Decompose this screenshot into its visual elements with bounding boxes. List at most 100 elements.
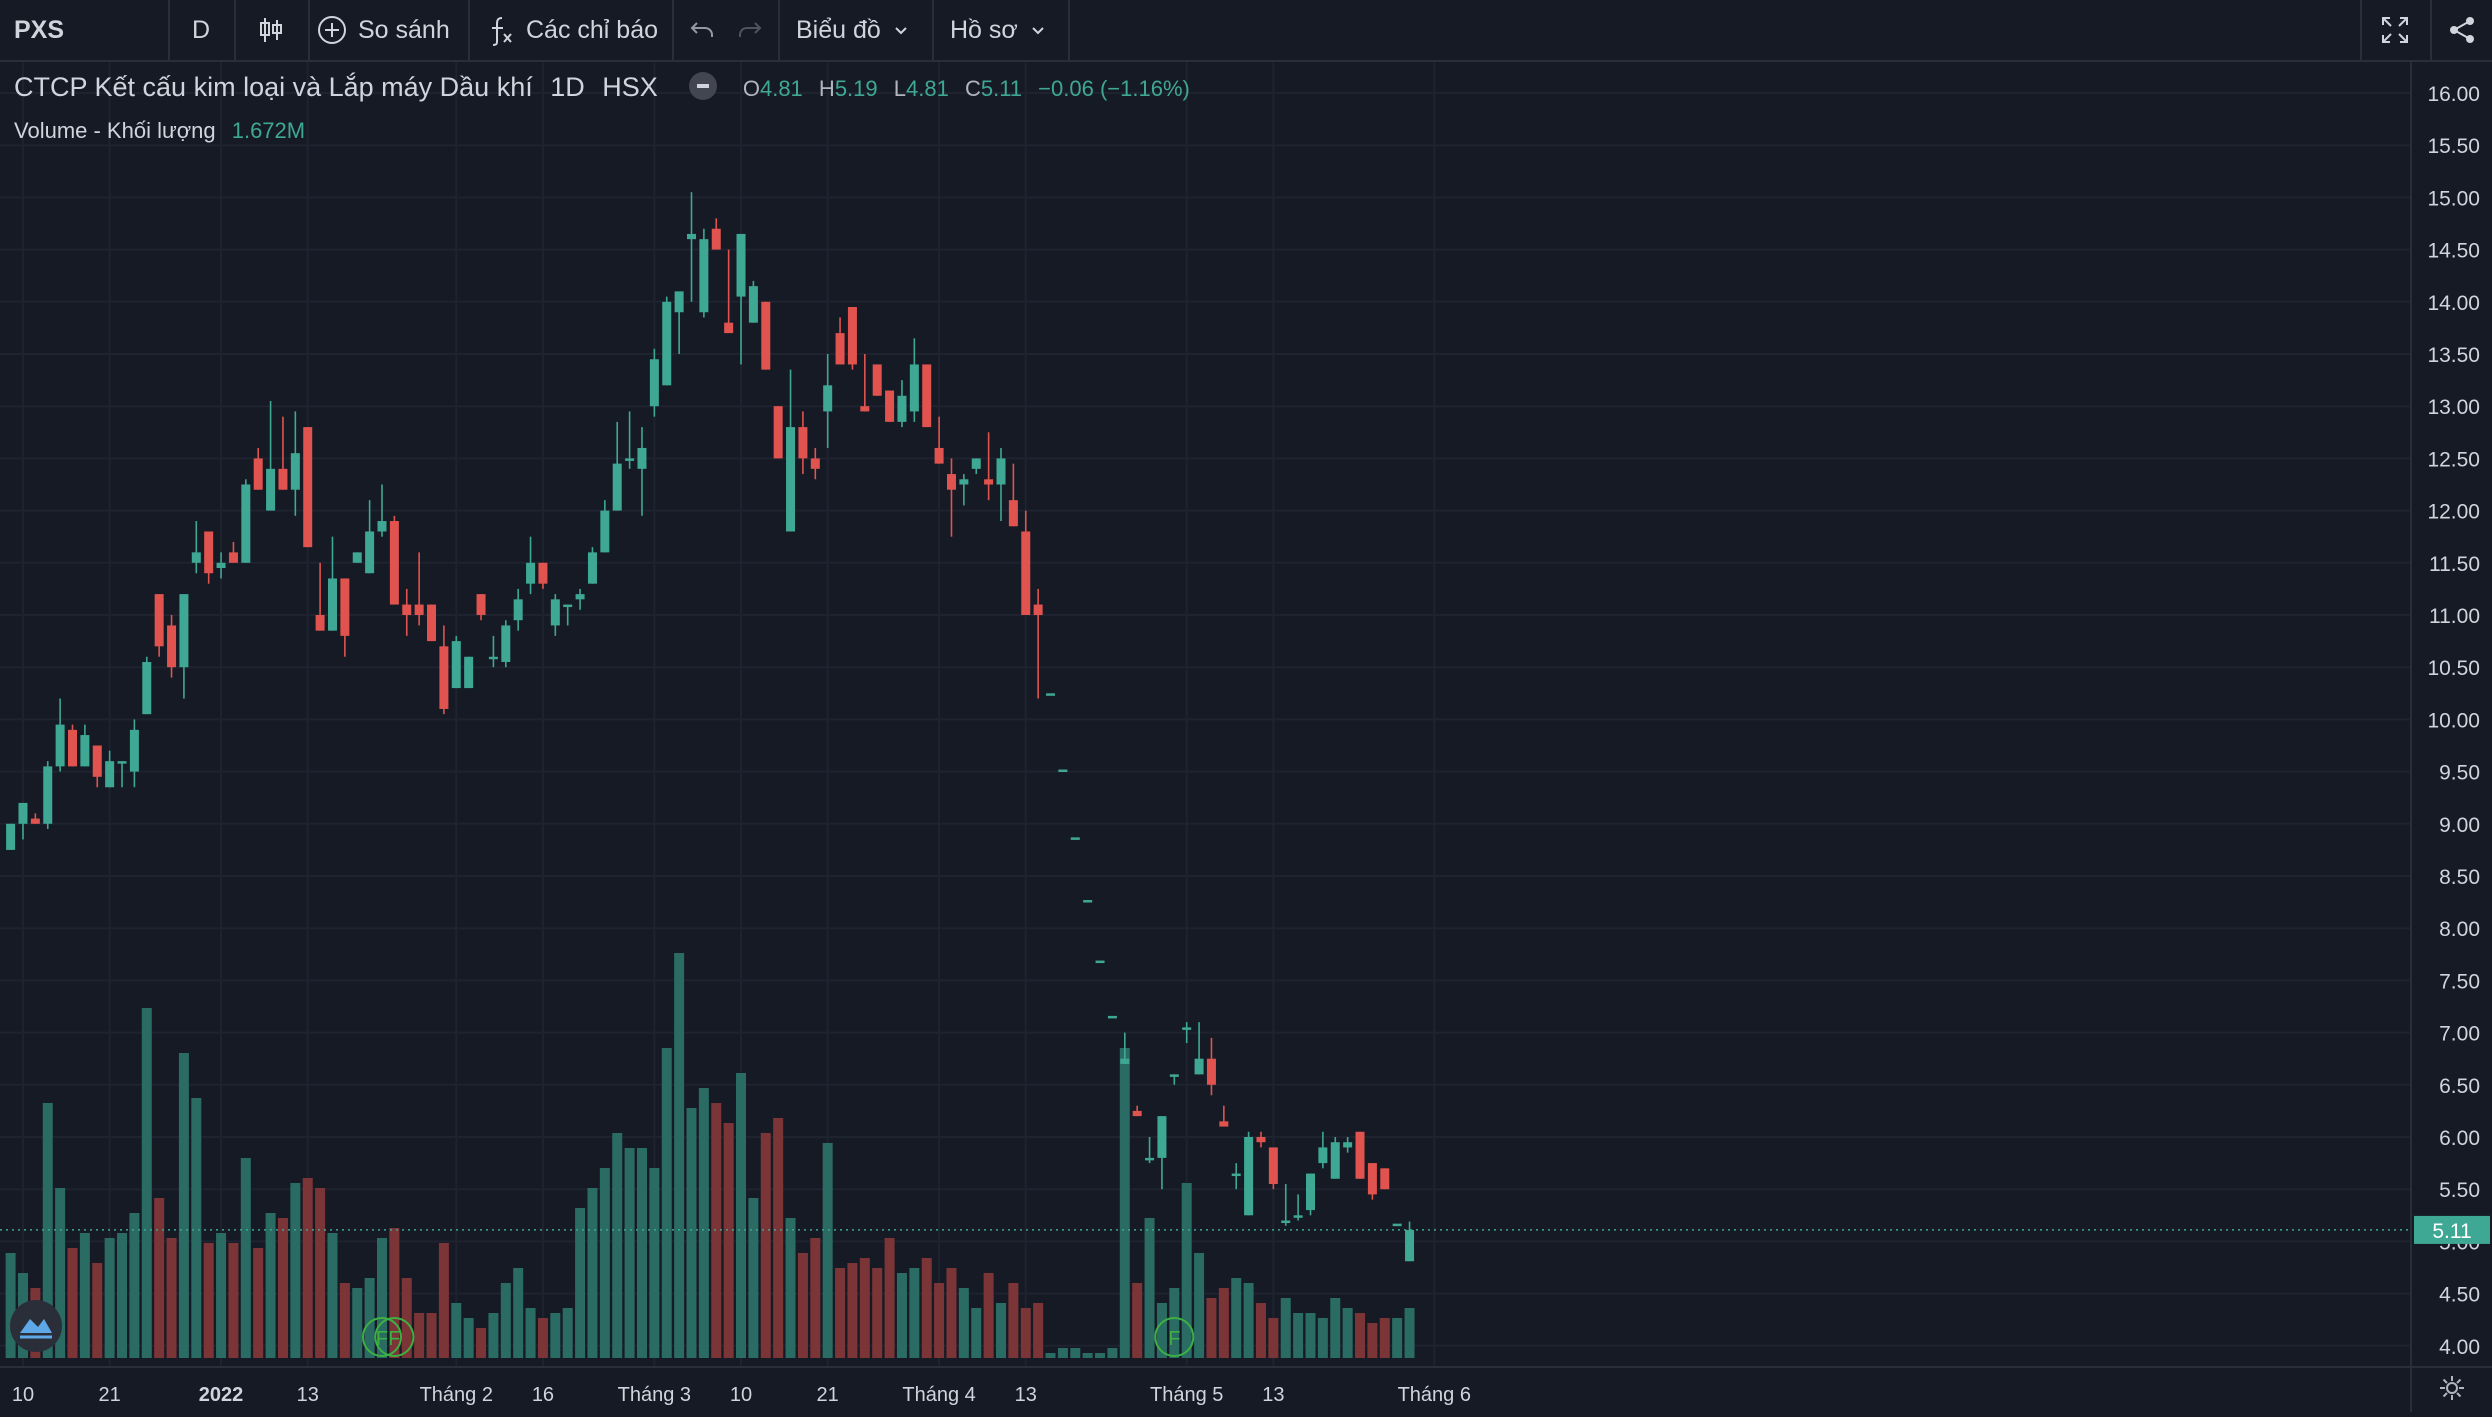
candle-body (1194, 1058, 1204, 1075)
legend-toggle-button[interactable] (689, 72, 718, 100)
candle-body (575, 594, 585, 600)
candle-body (625, 458, 635, 461)
event-flag-icon: F (362, 1317, 402, 1357)
candle-body (810, 458, 820, 469)
event-marker-label: F (376, 1328, 388, 1350)
volume-bar (426, 1313, 437, 1358)
undo-button[interactable] (682, 0, 722, 60)
redo-button[interactable] (730, 0, 770, 60)
candle-body (340, 578, 350, 636)
volume-bar (1156, 1303, 1167, 1358)
volume-bar (1033, 1303, 1044, 1358)
volume-bar (1317, 1318, 1328, 1358)
profile-menu-label: Hồ sơ (950, 15, 1018, 44)
candle-body (68, 729, 77, 767)
interval-button[interactable]: D (170, 0, 232, 60)
candle-body (241, 484, 251, 563)
chart-settings-button[interactable] (2410, 1366, 2492, 1412)
candle-body (526, 562, 536, 584)
candle-body (1256, 1137, 1266, 1143)
volume-bar (253, 1248, 264, 1358)
candle-body (18, 802, 28, 824)
candle-body (1182, 1027, 1192, 1030)
indicators-label: Các chỉ báo (526, 15, 659, 44)
volume-bar (698, 1088, 709, 1358)
volume-bar (1218, 1288, 1229, 1358)
event-flag-icon: F (1154, 1317, 1195, 1357)
candle-body (278, 468, 288, 490)
volume-value: 1.672M (231, 118, 306, 143)
price-axis[interactable]: 16.00 15.50 15.00 14.50 14.00 13.50 13.00 12.50… (2410, 62, 2492, 1366)
volume-bar (1268, 1318, 1279, 1358)
candle-body (216, 562, 226, 569)
chart-style-button[interactable] (236, 0, 306, 60)
candle-body (600, 510, 610, 553)
toolbar-divider (2430, 0, 2432, 60)
candle-body (823, 385, 833, 412)
legend-title: CTCP Kết cấu kim loại và Lắp máy Dầu khí (14, 72, 533, 102)
candle-body (327, 578, 337, 631)
fullscreen-icon (2380, 15, 2410, 45)
candle-body (885, 390, 895, 422)
fullscreen-button[interactable] (2370, 0, 2420, 60)
candle-body (204, 531, 214, 574)
price-tick-label: 4.00 (2439, 1336, 2480, 1359)
candle-body (872, 364, 882, 396)
volume-bar (575, 1208, 586, 1358)
candle-body (1008, 500, 1018, 527)
legend-interval: 1D (550, 72, 585, 102)
candle-body (191, 552, 201, 563)
candle-body (563, 604, 573, 608)
time-tick-label: 21 (817, 1384, 839, 1406)
minus-icon (697, 84, 710, 88)
price-tick-label: 14.00 (2427, 292, 2480, 315)
share-button[interactable] (2436, 0, 2488, 60)
candle-body (451, 641, 461, 689)
legend-exchange: HSX (602, 72, 658, 102)
chart-menu-label: Biểu đồ (796, 15, 881, 44)
volume-bar (1355, 1313, 1366, 1358)
indicators-button[interactable]: Các chỉ báo (488, 0, 668, 60)
volume-bar (1144, 1218, 1155, 1358)
high-value: 5.19 (834, 76, 878, 101)
volume-bar (1082, 1353, 1093, 1358)
add-circle-icon (316, 14, 348, 46)
volume-bar (1181, 1183, 1192, 1358)
volume-bar (438, 1243, 449, 1358)
candle-body (748, 286, 758, 323)
volume-bar (1280, 1298, 1291, 1358)
candle-body (687, 233, 696, 240)
time-tick-label: 13 (1015, 1384, 1037, 1406)
volume-bar (760, 1133, 771, 1358)
volume-bar (339, 1283, 350, 1358)
candle-body (6, 823, 16, 850)
volume-bar (92, 1263, 103, 1358)
price-tick-label: 10.50 (2427, 657, 2480, 680)
volume-bar (389, 1228, 400, 1358)
volume-bar (934, 1283, 945, 1358)
candle-body (1145, 1157, 1155, 1161)
chart-menu-button[interactable]: Biểu đồ (796, 0, 916, 60)
high-label: H (818, 76, 835, 101)
compare-button[interactable]: So sánh (316, 0, 466, 60)
toolbar-divider (168, 0, 170, 60)
candle-body (1219, 1121, 1229, 1127)
symbol-search[interactable]: PXS (14, 0, 164, 60)
volume-bar (1107, 1348, 1118, 1358)
candle-body (55, 724, 65, 767)
chevron-down-icon (1030, 22, 1046, 38)
profile-menu-button[interactable]: Hồ sơ (950, 0, 1060, 60)
interval-label: D (191, 15, 211, 44)
price-tick-label: 8.00 (2439, 918, 2480, 941)
candle-body (1306, 1173, 1315, 1211)
price-axis-scale: 16.00 15.50 15.00 14.50 14.00 13.50 13.00 12.50… (2414, 83, 2490, 1359)
share-icon (2447, 15, 2477, 45)
logo-button[interactable] (10, 1300, 62, 1352)
volume-bar (178, 1053, 189, 1358)
candle-body (1380, 1168, 1390, 1190)
open-label: O (742, 76, 760, 101)
toolbar-divider (1068, 0, 1070, 60)
time-axis[interactable]: 10 21 2022 13 Tháng 2 16 Tháng 3 10 21 Tháng 4 13 T… (0, 1366, 2410, 1412)
